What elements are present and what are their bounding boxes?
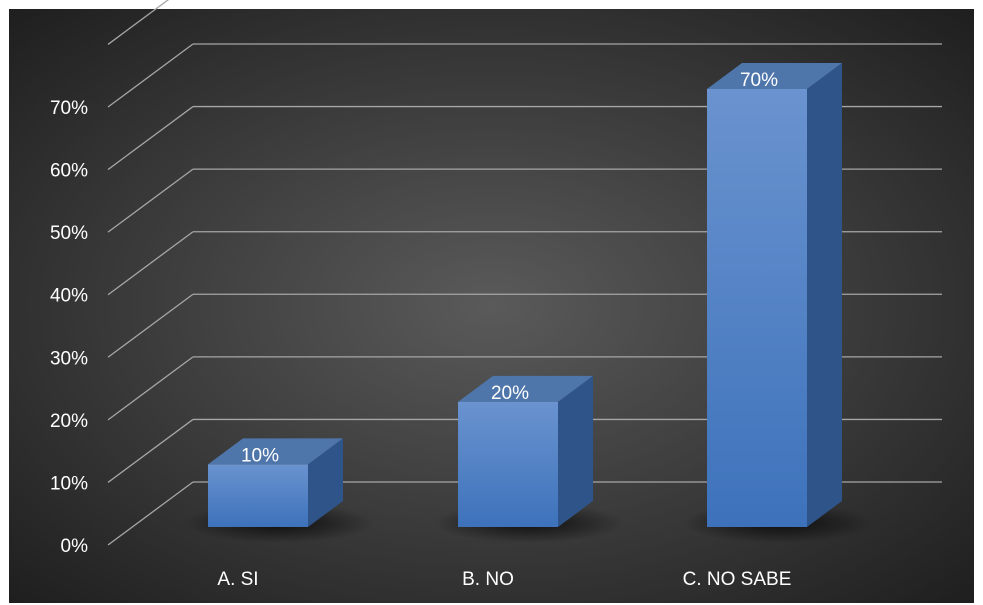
y-tick-label: 10%: [50, 473, 88, 494]
y-tick-label: 40%: [50, 286, 88, 307]
bar-group: [434, 375, 624, 543]
gridline-depth: [107, 231, 194, 296]
gridline-depth: [107, 356, 194, 421]
y-tick-label: 50%: [50, 223, 88, 244]
x-tick-label: B. NO: [462, 569, 514, 590]
gridline-depth: [107, 293, 194, 358]
bar-side: [308, 438, 343, 527]
data-label: 10%: [241, 445, 279, 466]
bar-top: [208, 438, 343, 465]
gridline-depth: [107, 106, 194, 171]
bar: [707, 89, 807, 527]
gridline-depth: [107, 43, 194, 108]
bar: [458, 401, 558, 527]
bar-group: [184, 438, 374, 543]
bar-side: [558, 375, 593, 527]
bar-top: [707, 63, 842, 89]
y-tick-label: 0%: [61, 536, 89, 557]
gridline-depth: [107, 481, 194, 546]
bar-top: [458, 375, 593, 402]
y-tick-label: 20%: [50, 411, 88, 432]
y-tick-label: 30%: [50, 348, 88, 369]
gridline-depth: [107, 168, 194, 233]
x-tick-label: A. SI: [217, 569, 258, 590]
data-label: 20%: [491, 383, 529, 404]
x-tick-label: C. NO SABE: [683, 569, 792, 590]
gridline-depth: [107, 0, 170, 45]
data-label: 70%: [740, 70, 778, 91]
bar-group: [683, 63, 873, 543]
y-tick-label: 60%: [50, 161, 88, 182]
gridline-depth: [107, 418, 194, 483]
bar: [208, 464, 308, 527]
y-tick-label: 70%: [50, 98, 88, 119]
bar-side: [807, 63, 842, 527]
